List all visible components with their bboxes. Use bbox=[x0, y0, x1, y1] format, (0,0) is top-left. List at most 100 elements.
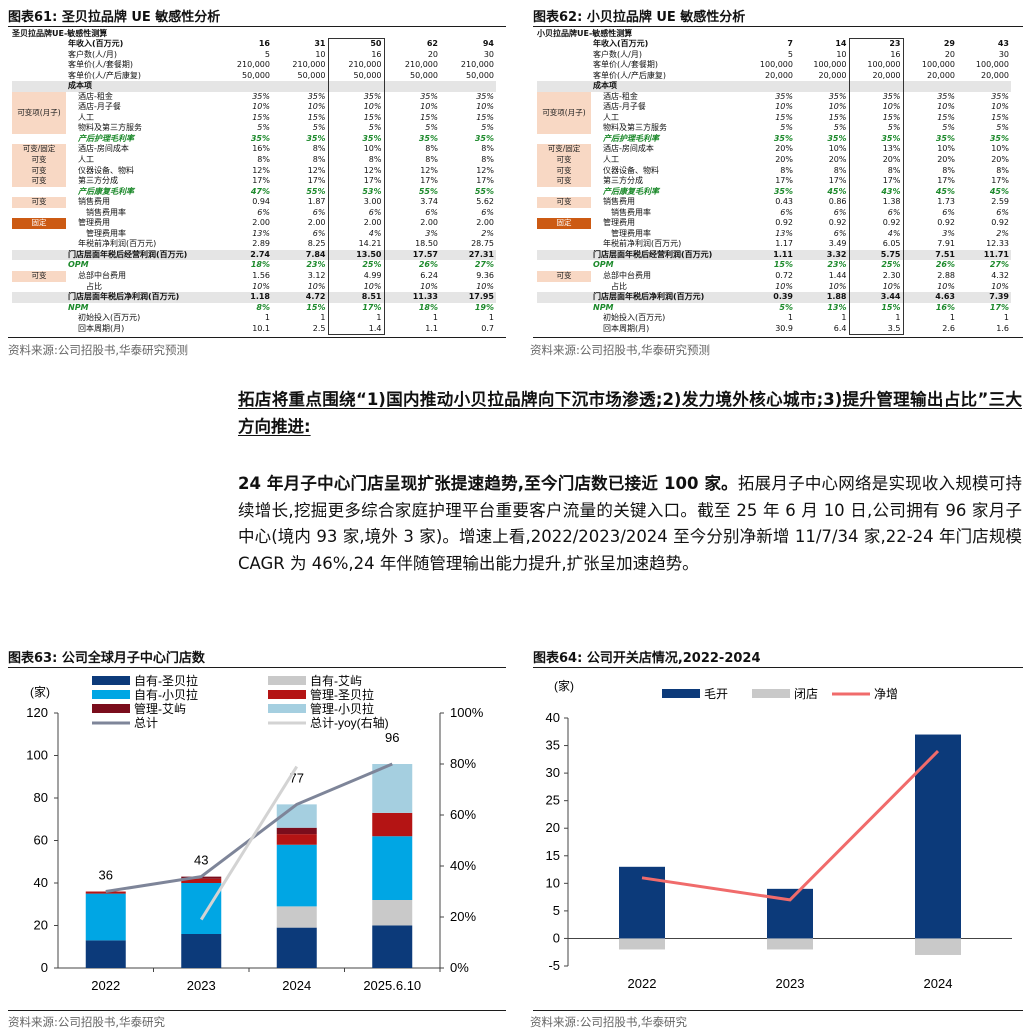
table-cell: 20% bbox=[775, 155, 793, 165]
table-cell: 20% bbox=[828, 155, 847, 165]
legend-label: 自有-艾屿 bbox=[310, 674, 362, 688]
table-cell: 50,000 bbox=[466, 70, 494, 80]
table-cell: 10% bbox=[252, 102, 270, 112]
row-label: 回本周期(月) bbox=[603, 324, 650, 334]
table-cell: 6% bbox=[312, 228, 326, 238]
line-yoy bbox=[199, 765, 299, 921]
table-cell: 23% bbox=[827, 260, 847, 270]
table-cell: 1.73 bbox=[937, 197, 955, 207]
table-cell: 15% bbox=[937, 112, 955, 122]
row-tag bbox=[537, 60, 591, 71]
table-cell: 6% bbox=[780, 207, 793, 217]
table-cell: 10% bbox=[307, 102, 326, 112]
legend-label: 闭店 bbox=[794, 687, 818, 701]
row-label: 客单价(人/产后康复) bbox=[68, 70, 141, 80]
row-tag bbox=[12, 186, 66, 198]
row-tag bbox=[12, 313, 66, 324]
line-net bbox=[641, 750, 940, 902]
fig63-source: 资料来源:公司招股书,华泰研究 bbox=[8, 1015, 166, 1029]
table-row: 产后护理毛利率 35% 35% 35% 35% 35% bbox=[12, 133, 496, 145]
table-cell bbox=[384, 81, 440, 92]
row-tag bbox=[537, 70, 591, 82]
table-cell: 7.51 bbox=[903, 249, 957, 261]
table-cell: 2.00 bbox=[252, 218, 270, 228]
row-label: OPM bbox=[68, 260, 89, 270]
row-tag: 固定 bbox=[12, 218, 66, 229]
fig63-title: 图表63: 公司全球月子中心门店数 bbox=[8, 651, 205, 666]
row-label: 物料及第三方服务 bbox=[78, 123, 142, 133]
row-tag bbox=[12, 38, 66, 50]
table-cell: 27% bbox=[474, 260, 494, 270]
row-tag bbox=[537, 81, 591, 92]
table-cell: 1.6 bbox=[996, 324, 1009, 334]
row-label: 总部中台费用 bbox=[78, 271, 126, 281]
row-tag: 可变 bbox=[537, 176, 591, 187]
row-tag bbox=[537, 49, 591, 61]
table-cell: 20,000 bbox=[927, 70, 955, 80]
table-cell: 0.86 bbox=[828, 197, 847, 207]
table-cell: 15% bbox=[327, 112, 385, 124]
table-cell: 16% bbox=[252, 144, 270, 154]
table-cell: 8% bbox=[257, 155, 270, 165]
table-cell: 45% bbox=[935, 186, 955, 196]
table-cell: 1.1 bbox=[425, 324, 438, 334]
table-cell: 18% bbox=[418, 302, 438, 312]
table-cell: 17.95 bbox=[440, 292, 496, 303]
y-tick-label: 80 bbox=[34, 790, 48, 805]
row-tag bbox=[12, 302, 66, 314]
table-row: 可变/固定 酒店-房间成本 20% 10% 13% 10% 10% bbox=[537, 144, 1011, 156]
table-cell: 15% bbox=[848, 302, 904, 314]
table-cell: 4% bbox=[327, 228, 385, 240]
table-cell: 10% bbox=[327, 102, 385, 113]
y-tick-label: 5 bbox=[553, 903, 560, 918]
table-cell: 8% bbox=[481, 144, 494, 154]
table-cell: 35% bbox=[773, 133, 793, 143]
table-cell: 1 bbox=[432, 313, 438, 323]
table-cell: 25% bbox=[327, 260, 385, 272]
table-cell: 0.92 bbox=[828, 218, 847, 228]
table-cell: 8% bbox=[425, 144, 438, 154]
row-tag bbox=[12, 292, 66, 303]
table-cell: 20% bbox=[937, 155, 955, 165]
row-label: 初始投入(百万元) bbox=[603, 313, 666, 323]
table-cell: 10.1 bbox=[252, 324, 270, 334]
table-row: 门店层面年税后经营利润(百万元) 2.74 7.84 13.50 17.57 27.31 bbox=[12, 249, 496, 261]
table-cell: 1.38 bbox=[848, 197, 904, 208]
table-cell: 16% bbox=[935, 302, 955, 312]
table-cell: 35% bbox=[828, 91, 847, 101]
table-cell: 1.44 bbox=[828, 271, 847, 281]
y-tick-label: 100 bbox=[26, 748, 48, 763]
table-cell: 35% bbox=[307, 91, 326, 101]
table-row: 可变 第三方分成 17% 17% 17% 17% 17% bbox=[12, 176, 496, 187]
table-cell: 35% bbox=[418, 133, 438, 143]
table-cell: 1 bbox=[327, 313, 385, 324]
row-tag: 可变 bbox=[537, 271, 591, 282]
table-cell: 62 bbox=[426, 38, 438, 48]
table-cell: 0.92 bbox=[991, 218, 1009, 228]
row-label: NPM bbox=[593, 302, 614, 312]
table-cell: 30 bbox=[483, 49, 494, 59]
table-cell: 17% bbox=[420, 176, 438, 186]
section-heading: 拓店将重点围绕“1)国内推动小贝拉品牌向下沉市场渗透;2)发力境外核心城市;3)… bbox=[238, 390, 1022, 436]
table-cell: 26% bbox=[418, 260, 438, 270]
table-cell: 10% bbox=[991, 144, 1009, 154]
table-cell: 50,000 bbox=[297, 70, 326, 80]
bar-闭店 bbox=[767, 938, 813, 950]
table-cell: 6% bbox=[833, 207, 847, 217]
table-cell: 35% bbox=[420, 91, 438, 101]
row-label: 客单价(人/产后康复) bbox=[593, 70, 666, 80]
table-cell: 100,000 bbox=[759, 60, 793, 70]
table-row: 初始投入(百万元) 1 1 1 1 1 bbox=[537, 313, 1011, 324]
legend-label: 毛开 bbox=[704, 687, 728, 701]
table-cell: 2% bbox=[996, 228, 1009, 238]
row-tag bbox=[537, 186, 591, 198]
table-cell: 6% bbox=[942, 207, 955, 217]
table-row: 产后康复毛利率 35% 45% 43% 45% 45% bbox=[537, 186, 1011, 198]
table-cell: 5% bbox=[780, 123, 793, 133]
row-label: 产后护理毛利率 bbox=[603, 133, 659, 143]
table-row: 人工 15% 15% 15% 15% 15% bbox=[537, 112, 1011, 124]
table-cell: 8% bbox=[833, 165, 847, 175]
table-row: 年收入(百万元) 16 31 50 62 94 bbox=[12, 37, 496, 50]
row-tag: 可变 bbox=[12, 176, 66, 187]
table-cell bbox=[272, 81, 328, 92]
